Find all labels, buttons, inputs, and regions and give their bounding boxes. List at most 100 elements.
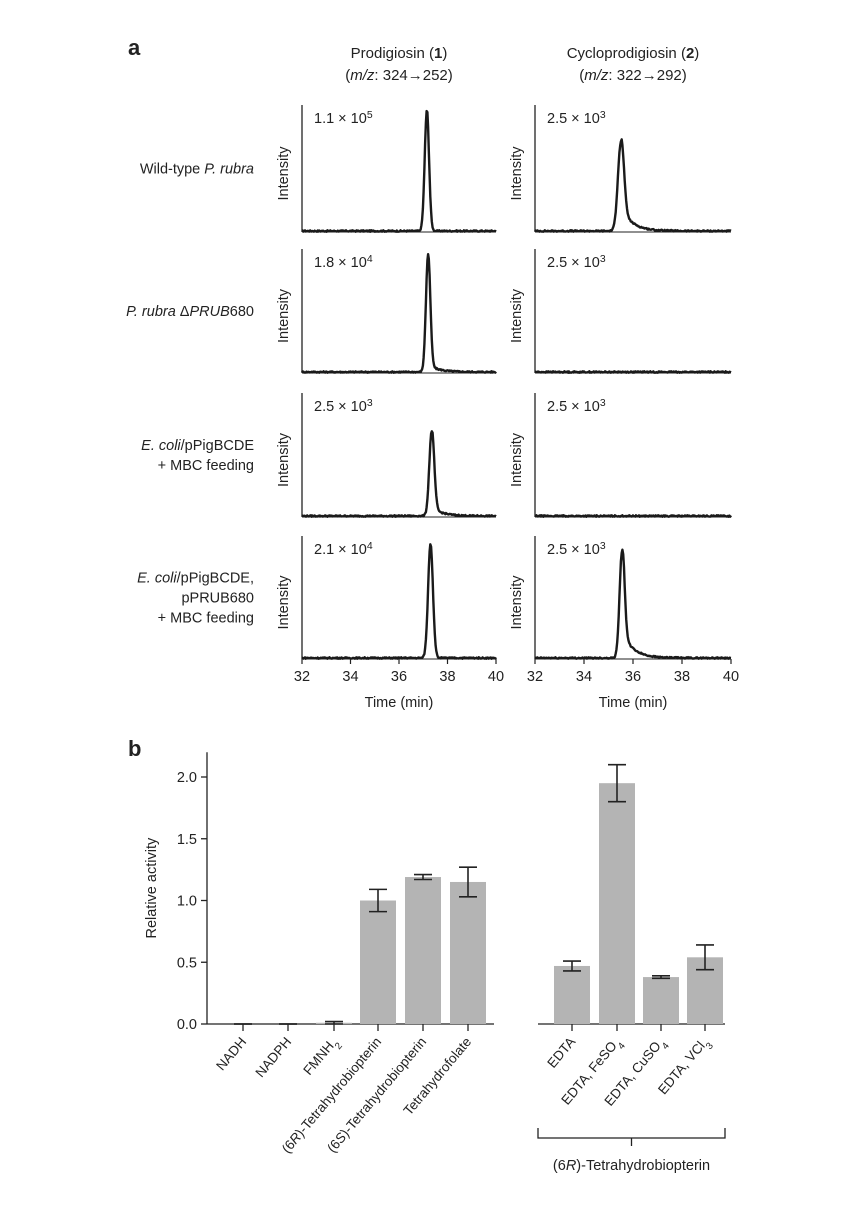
category-label: NADH [213,1034,249,1073]
y-tick-label: 0.0 [177,1017,197,1033]
bar [360,900,396,1024]
text-run: 4 [367,254,373,265]
intensity-scale-label: 1.1 × 105 [314,110,373,128]
chromatogram-panel: 1.1 × 105 Intensity [276,105,497,233]
column-titles: Prodigiosin (1) (m/z: 324→252) Cycloprodig… [345,45,699,84]
text-run: ( [345,67,350,84]
text-run: 3 [600,110,606,121]
text-run: 2.5 × 10 [547,255,600,271]
bar [554,965,590,1024]
sample-label: E. coli/pPigBCDE, [137,571,254,587]
text-run: /pPigBCDE [181,438,255,454]
x-tick-label: 38 [439,669,455,685]
y-axis-label: Intensity [276,575,292,630]
y-tick-label: 1.5 [177,832,197,848]
y-axis-label: Intensity [509,288,525,343]
text-run: 2.5 × 10 [547,542,600,558]
text-run: 3 [600,254,606,265]
x-tick-label: 38 [674,669,690,685]
relative-activity-bar-chart: 0.0 0.5 1.0 1.5 2.0 Relative activity NADH NADP… [144,752,726,1174]
text-run: 3 [600,398,606,409]
intensity-scale-label: 2.5 × 103 [547,398,606,416]
y-axis-label: Intensity [509,146,525,201]
category-label: NADPH [252,1034,294,1080]
chromatogram-panel: 2.5 × 103 Intensity 32 34 36 38 40 Time (min) [509,536,739,711]
chromatogram-panel: 2.1 × 104 Intensity 32 34 36 38 40 Time (min) [276,536,504,711]
text-run: 1.8 × 10 [314,255,367,271]
y-axis-label: Intensity [509,432,525,487]
sample-label: Wild-type P. rubra [140,162,254,178]
column-mz: (m/z: 322→292) [579,67,687,84]
x-tick-label: 34 [576,669,592,685]
bar [643,977,679,1024]
text-run: pPRUB680 [181,591,254,607]
intensity-scale-label: 1.8 × 104 [314,254,373,272]
text-run: 5 [367,110,373,121]
sample-label: + MBC feeding [158,611,254,627]
text-run: : 322→292) [608,67,686,84]
x-axis-label: Time (min) [365,695,434,711]
text-run: )-Tetrahydrobiopterin [576,1158,710,1174]
text-run: 2.5 × 10 [314,399,367,415]
text-run: 2.5 × 10 [547,399,600,415]
text-run: (6 [553,1158,566,1174]
chromatogram-trace [301,253,497,374]
y-axis-label: Intensity [509,575,525,630]
sample-label: + MBC feeding [158,458,254,474]
text-run: 680 [230,304,254,320]
text-run: P. rubra [204,162,254,178]
x-tick-label: 36 [625,669,641,685]
text-run: m/z [584,67,609,84]
text-run: 3 [367,398,373,409]
text-run: 2 [686,45,694,62]
text-run: ) [442,45,447,62]
text-run: E. coli [141,438,181,454]
text-run: + MBC feeding [158,458,254,474]
chromatogram-panel: 1.8 × 104 Intensity [276,249,497,374]
text-run: P. rubra [126,304,176,320]
bar [405,877,441,1024]
chromatogram-panel: 2.5 × 103 Intensity [509,393,732,518]
y-axis-label: Relative activity [144,837,160,938]
bar [450,881,486,1024]
chromatogram-trace [534,138,732,233]
chromatogram-panel: 2.5 × 103 Intensity [509,249,732,374]
text-run: R [566,1158,577,1174]
text-run: Wild-type [140,162,204,178]
group-label: (6R)-Tetrahydrobiopterin [553,1158,710,1174]
y-axis-label: Intensity [276,432,292,487]
x-tick-label: 32 [294,669,310,685]
text-run: 2 [333,1040,345,1051]
chromatogram-panel: 2.5 × 103 Intensity [509,105,732,233]
column-title: Prodigiosin (1) [351,45,448,62]
sample-label: pPRUB680 [181,591,254,607]
text-run: E. coli [137,571,177,587]
text-run: EDTA [544,1034,578,1070]
group-bracket [537,1128,726,1139]
text-run: 3 [704,1040,716,1051]
text-run: 1.1 × 10 [314,111,367,127]
intensity-scale-label: 2.5 × 103 [547,110,606,128]
text-run: Cycloprodigiosin ( [567,45,686,62]
x-tick-label: 32 [527,669,543,685]
text-run: 2.5 × 10 [547,111,600,127]
panel-b-bar-chart: b 0.0 0.5 1.0 1.5 2.0 Relative activity NADH NA… [128,736,726,1174]
text-run: m/z [350,67,375,84]
text-run: )-Tetrahydrobiopterin [338,1034,430,1139]
bar [599,783,635,1024]
y-axis-label: Intensity [276,146,292,201]
text-run: NADPH [252,1034,294,1080]
text-run: 2.1 × 10 [314,542,367,558]
x-tick-label: 40 [488,669,504,685]
text-run: 3 [600,541,606,552]
chromatogram-trace [301,543,498,660]
panel-a-label: a [128,35,141,60]
category-label: EDTA [544,1034,578,1070]
text-run: 4 [367,541,373,552]
text-run: + MBC feeding [158,611,254,627]
column-mz: (m/z: 324→252) [345,67,453,84]
text-run: Prodigiosin ( [351,45,434,62]
panel-b-label: b [128,736,141,761]
sample-label: E. coli/pPigBCDE [141,438,254,454]
